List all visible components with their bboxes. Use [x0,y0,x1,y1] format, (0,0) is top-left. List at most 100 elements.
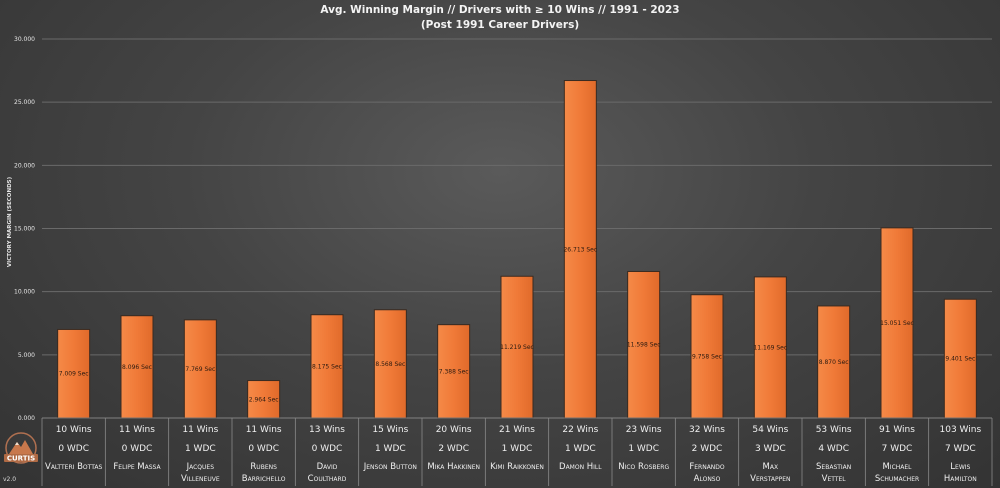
wdc-label: 0 WDC [122,444,153,454]
logo-text: CURTIS [7,455,35,463]
y-tick-label: 20.000 [14,162,35,169]
wdc-label: 0 WDC [312,444,343,454]
wins-label: 91 Wins [879,425,915,435]
bars: 7.009 Sec 8.096 Sec 7.769 Sec 2.964 Sec 8.17… [57,80,977,419]
wdc-label: 0 WDC [248,444,279,454]
wdc-label: 1 WDC [565,444,596,454]
data-label: 11.219 Sec [500,344,534,351]
wdc-label: 2 WDC [438,444,469,454]
wdc-label: 0 WDC [58,444,89,454]
driver-name: Rubens Barrichello [242,462,286,484]
driver-name: Felipe Massa [113,462,161,472]
data-label: 8.870 Sec [819,359,849,366]
y-tick-label: 15.000 [14,226,35,233]
driver-name-line: Lewis [950,462,970,472]
wins-label: 53 Wins [816,425,852,435]
wdc-label: 7 WDC [945,444,976,454]
driver-name: Kimi Raikkonen [490,462,544,472]
bar [563,80,597,419]
driver-name-line: Jacques [186,462,215,472]
chart-subtitle: (Post 1991 Career Drivers) [420,19,580,31]
driver-name-line: Fernando [689,462,725,472]
y-tick-label: 5.000 [18,352,35,359]
wins-label: 23 Wins [626,425,662,435]
driver-name: Valtteri Bottas [45,462,103,472]
data-label: 11.598 Sec [627,342,661,349]
bar [437,324,471,419]
wdc-label: 3 WDC [755,444,786,454]
driver-name-line: Alonso [694,474,721,484]
driver-name-line: Michael [882,462,912,472]
wins-label: 22 Wins [562,425,598,435]
driver-name: David Coulthard [308,462,347,484]
driver-name-line: David [317,462,338,472]
driver-name: Michael Schumacher [875,462,919,484]
y-tick-label: 30.000 [14,36,35,43]
driver-name: Lewis Hamilton [944,462,977,484]
driver-name: Max Verstappen [750,462,790,484]
driver-name: Nico Rosberg [618,462,669,472]
bar [880,227,914,419]
bar [817,305,851,419]
driver-name: Jacques Villeneuve [181,462,220,484]
data-label: 8.175 Sec [312,363,342,370]
driver-name-line: Sebastian [816,462,851,472]
wins-label: 13 Wins [309,425,345,435]
data-label: 7.009 Sec [59,371,89,378]
driver-name-line: Damon Hill [559,462,602,472]
driver-name-line: Verstappen [750,474,790,484]
driver-name-line: Nico Rosberg [618,462,669,472]
category-table: 10 Wins 0 WDC Valtteri Bottas 11 Wins 0 WDC F… [41,417,993,486]
driver-name-line: Valtteri Bottas [45,462,103,472]
wins-label: 54 Wins [752,425,788,435]
bar [310,314,344,419]
driver-name-line: Jenson Button [363,462,417,472]
driver-name: Jenson Button [363,462,417,472]
wins-label: 15 Wins [372,425,408,435]
data-label: 8.568 Sec [375,361,405,368]
wdc-label: 2 WDC [692,444,723,454]
driver-name-line: Rubens [250,462,277,472]
driver-name-line: Kimi Raikkonen [490,462,544,472]
data-label: 26.713 Sec [563,246,597,253]
wdc-label: 1 WDC [628,444,659,454]
y-tick-label: 0.000 [18,415,35,422]
data-label: 9.401 Sec [945,356,975,363]
wdc-label: 7 WDC [882,444,913,454]
data-label: 9.758 Sec [692,353,722,360]
driver-name-line: Hamilton [944,474,977,484]
driver-name: Damon Hill [559,462,602,472]
driver-name: Sebastian Vettel [816,462,851,484]
mountain-logo-icon: CURTIS [4,432,38,464]
wdc-label: 1 WDC [502,444,533,454]
bar [690,294,724,419]
bar [753,276,787,419]
y-tick-label: 10.000 [14,289,35,296]
data-label: 11.169 Sec [753,344,787,351]
bar [183,319,217,419]
y-tick-label: 25.000 [14,99,35,106]
y-axis: VICTORY MARGIN (SECONDS) 0.000 5.000 10.00… [7,36,35,422]
driver-name-line: Max [763,462,779,472]
bar [57,328,91,419]
data-label: 8.096 Sec [122,364,152,371]
driver-name-line: Barrichello [242,474,286,484]
bar [627,270,661,419]
driver-name-line: Coulthard [308,474,347,484]
driver-name-line: Schumacher [875,474,919,484]
wdc-label: 1 WDC [185,444,216,454]
wins-label: 32 Wins [689,425,725,435]
bar [247,380,281,419]
curtis-logo: CURTIS [2,430,40,474]
wins-label: 20 Wins [436,425,472,435]
wins-label: 21 Wins [499,425,535,435]
data-label: 7.388 Sec [439,368,469,375]
bar [373,309,407,419]
version-label: v2.0 [3,476,17,483]
wins-label: 11 Wins [182,425,218,435]
chart-title: Avg. Winning Margin // Drivers with ≥ 10… [320,4,680,16]
wdc-label: 1 WDC [375,444,406,454]
driver-name-line: Felipe Massa [113,462,161,472]
wins-label: 10 Wins [56,425,92,435]
